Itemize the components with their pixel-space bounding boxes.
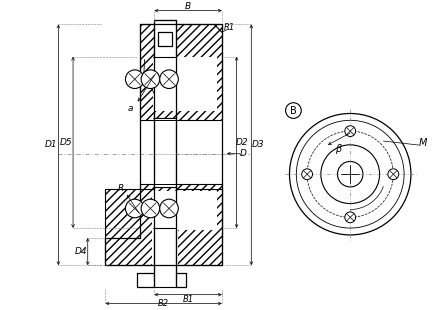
Polygon shape (153, 191, 217, 230)
Polygon shape (154, 228, 176, 287)
Text: D4: D4 (75, 247, 87, 256)
Polygon shape (153, 57, 217, 111)
Polygon shape (154, 20, 176, 57)
Text: β: β (335, 144, 341, 154)
Polygon shape (154, 57, 176, 118)
Text: M: M (419, 138, 427, 148)
Circle shape (126, 199, 144, 218)
Circle shape (345, 212, 356, 223)
Circle shape (141, 70, 160, 89)
Polygon shape (154, 118, 176, 187)
Circle shape (337, 162, 363, 187)
Circle shape (307, 131, 393, 217)
Polygon shape (140, 184, 222, 238)
Text: B: B (290, 105, 297, 116)
Text: B1: B1 (183, 295, 194, 304)
Text: B2: B2 (158, 299, 169, 308)
Circle shape (296, 120, 404, 228)
Text: D: D (240, 149, 247, 158)
Circle shape (141, 199, 160, 218)
Circle shape (321, 145, 380, 204)
Polygon shape (106, 189, 222, 265)
Text: D1: D1 (45, 140, 58, 149)
Polygon shape (140, 24, 222, 120)
Polygon shape (154, 187, 176, 228)
Circle shape (160, 70, 178, 89)
Circle shape (126, 70, 144, 89)
Text: R1: R1 (224, 23, 235, 32)
Text: a: a (128, 104, 133, 113)
Text: B: B (185, 2, 191, 11)
Circle shape (290, 113, 411, 235)
Circle shape (286, 103, 301, 118)
Circle shape (345, 126, 356, 136)
Text: D5: D5 (60, 138, 72, 147)
Circle shape (302, 169, 313, 179)
Text: D2: D2 (236, 138, 249, 147)
Text: D3: D3 (252, 140, 265, 149)
Polygon shape (152, 194, 178, 270)
Circle shape (388, 169, 399, 179)
Circle shape (160, 199, 178, 218)
Text: R: R (118, 184, 124, 193)
